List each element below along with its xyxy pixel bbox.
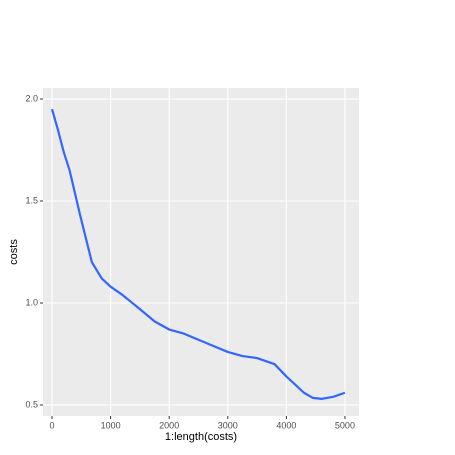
- x-tick-label: 5000: [335, 420, 355, 430]
- x-tick-label: 1000: [101, 420, 121, 430]
- x-axis-label: 1:length(costs): [165, 431, 237, 443]
- y-tick-label: 0.5: [25, 399, 38, 409]
- panel: [43, 88, 359, 416]
- x-tick-label: 3000: [218, 420, 238, 430]
- x-tick-label: 4000: [276, 420, 296, 430]
- y-axis-label: costs: [8, 239, 20, 265]
- x-tick-label: 0: [50, 420, 55, 430]
- x-tick-label: 2000: [159, 420, 179, 430]
- line: [50, 108, 346, 400]
- y-tick-label: 1.5: [25, 195, 38, 205]
- y-tick-label: 1.0: [25, 297, 38, 307]
- y-tick-label: 2.0: [25, 93, 38, 103]
